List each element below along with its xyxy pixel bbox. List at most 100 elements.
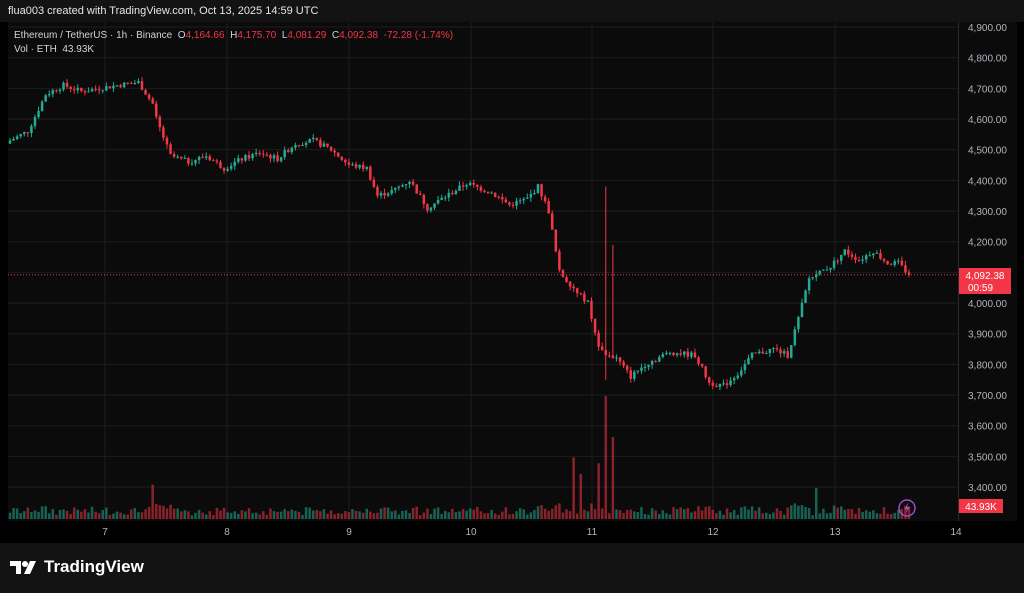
- candle-body: [554, 229, 558, 252]
- volume-bar: [144, 509, 147, 519]
- candle-body: [800, 302, 804, 318]
- volume-bar: [386, 507, 390, 519]
- volume-bar: [704, 506, 707, 519]
- candle-body: [33, 117, 37, 127]
- volume-bar: [415, 506, 418, 519]
- volume-bar: [565, 509, 568, 519]
- candle-body: [743, 363, 747, 371]
- candle-body: [568, 281, 572, 287]
- volume-bar: [732, 510, 736, 519]
- candle-body: [344, 159, 347, 163]
- candle-body: [732, 378, 736, 381]
- volume-bar: [861, 512, 864, 519]
- candle-body: [814, 273, 818, 278]
- candle-body: [715, 385, 718, 387]
- chart-pane[interactable]: [8, 22, 958, 521]
- volume-bar: [319, 511, 322, 519]
- candle-body: [19, 134, 22, 137]
- volume-bar: [597, 463, 600, 519]
- volume-bar: [772, 512, 775, 519]
- candle-body: [465, 185, 468, 187]
- candle-body: [229, 165, 233, 169]
- volume-bar: [376, 512, 379, 519]
- candle-body: [361, 164, 365, 169]
- candle-body: [97, 89, 101, 91]
- volume-bar: [347, 511, 351, 519]
- ohlc-legend: Ethereum / TetherUS · 1h · Binance O4,16…: [14, 30, 453, 41]
- volume-bar: [518, 508, 522, 519]
- volume-bar: [797, 505, 800, 519]
- candle-body: [294, 145, 297, 148]
- volume-bar: [700, 510, 704, 519]
- candle-body: [329, 146, 333, 151]
- volume-bar: [547, 510, 550, 519]
- candle-body: [372, 179, 376, 187]
- volume-bar: [247, 508, 251, 519]
- candle-body: [101, 90, 105, 92]
- candle-body: [854, 256, 857, 260]
- candle-body: [283, 150, 286, 158]
- volume-bar: [47, 513, 51, 519]
- candle-body: [40, 101, 44, 112]
- volume-bar: [675, 509, 679, 519]
- volume-bar: [226, 512, 229, 519]
- volume-bar: [105, 507, 108, 519]
- volume-bar: [33, 510, 37, 519]
- volume-bar: [665, 513, 668, 519]
- tradingview-logo[interactable]: TradingView: [10, 557, 144, 577]
- candle-body: [351, 164, 354, 166]
- symbol-label[interactable]: Ethereum / TetherUS · 1h · Binance: [14, 30, 173, 41]
- volume-bar: [108, 514, 112, 519]
- lightning-icon[interactable]: [898, 499, 916, 517]
- volume-bar: [640, 507, 643, 519]
- y-tick-label: 3,500.00: [968, 452, 1007, 463]
- candle-body: [747, 358, 750, 364]
- volume-bar: [857, 508, 861, 519]
- volume-bar: [654, 510, 657, 519]
- volume-bar: [839, 506, 843, 519]
- volume-bar: [558, 503, 561, 519]
- candle-body: [811, 277, 814, 279]
- candle-body: [807, 278, 811, 291]
- candle-body: [130, 83, 133, 85]
- candle-body: [190, 163, 194, 165]
- candle-body: [597, 332, 600, 347]
- volume-bar: [811, 515, 814, 519]
- candle-body: [458, 185, 461, 191]
- candle-body: [365, 166, 368, 169]
- volume-bar: [190, 515, 194, 519]
- volume-bar: [404, 510, 408, 519]
- candle-body: [526, 197, 529, 199]
- candle-body: [658, 357, 661, 362]
- volume-bar: [476, 506, 479, 519]
- candle-body: [272, 155, 276, 159]
- candle-body: [390, 189, 393, 194]
- volume-bar: [283, 509, 286, 519]
- candle-body: [861, 259, 864, 261]
- candle-body: [793, 329, 797, 346]
- volume-bar: [761, 513, 764, 519]
- volume-bar: [383, 507, 386, 519]
- candle-body: [326, 143, 329, 147]
- volume-bar: [151, 484, 154, 519]
- volume-bar: [543, 508, 547, 519]
- candle-body: [497, 196, 500, 198]
- volume-bar: [262, 511, 265, 519]
- volume-bar: [340, 513, 344, 519]
- volume-bar: [754, 510, 757, 519]
- candle-body: [736, 375, 740, 379]
- price-tag-countdown: 00:59: [968, 283, 993, 294]
- volume-bar: [561, 512, 565, 519]
- volume-bar: [451, 508, 454, 519]
- candle-body: [654, 361, 657, 363]
- candle-body: [315, 137, 319, 141]
- volume-bar: [743, 506, 747, 519]
- candle-body: [269, 155, 272, 159]
- volume-bar: [836, 507, 839, 519]
- candle-body: [893, 261, 896, 265]
- candle-body: [725, 383, 729, 385]
- volume-bar: [436, 507, 440, 519]
- volume-bar: [443, 510, 447, 519]
- candle-body: [882, 258, 886, 261]
